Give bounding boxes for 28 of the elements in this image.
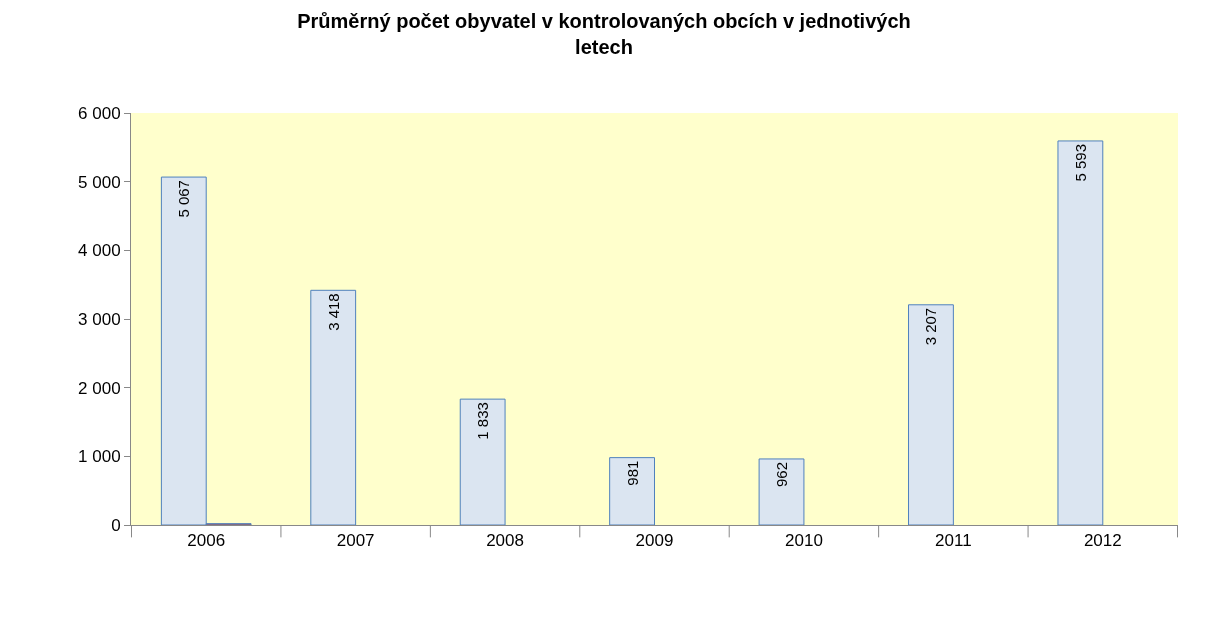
bar: [310, 289, 357, 525]
bar: [609, 457, 655, 525]
x-tick-label: 2006: [187, 531, 226, 551]
y-tick-label: 0: [111, 515, 121, 535]
data-label: 962: [773, 461, 791, 487]
x-tick-label: 2012: [1083, 531, 1122, 551]
y-tick-label: 5 000: [78, 172, 121, 192]
data-label: 5 067: [175, 180, 193, 218]
x-tick-label: 2007: [336, 531, 375, 551]
chart-title: Průměrný počet obyvatel v kontrolovaných obcích v jednotivých letech: [297, 9, 911, 58]
y-tick-label: 2 000: [78, 378, 121, 398]
x-tick-label: 2010: [785, 531, 823, 551]
bar: [459, 398, 506, 525]
y-tick-label: 1 000: [78, 447, 121, 467]
data-label: 3 207: [922, 307, 940, 346]
x-tick-label: 2011: [935, 531, 972, 551]
y-tick-label: 3 000: [78, 309, 121, 329]
bar: [908, 304, 954, 525]
bar: [1057, 140, 1104, 525]
bar: [758, 458, 805, 525]
x-tick-label: 2009: [635, 531, 674, 551]
y-tick-label: 4 000: [78, 241, 121, 261]
x-tick-label: 2008: [486, 531, 524, 551]
y-tick-label: 6 000: [78, 103, 121, 123]
data-label: 3 418: [324, 293, 342, 331]
data-label: 1 833: [474, 402, 492, 440]
data-label: 5 593: [1071, 143, 1089, 182]
data-label: 981: [623, 460, 641, 486]
